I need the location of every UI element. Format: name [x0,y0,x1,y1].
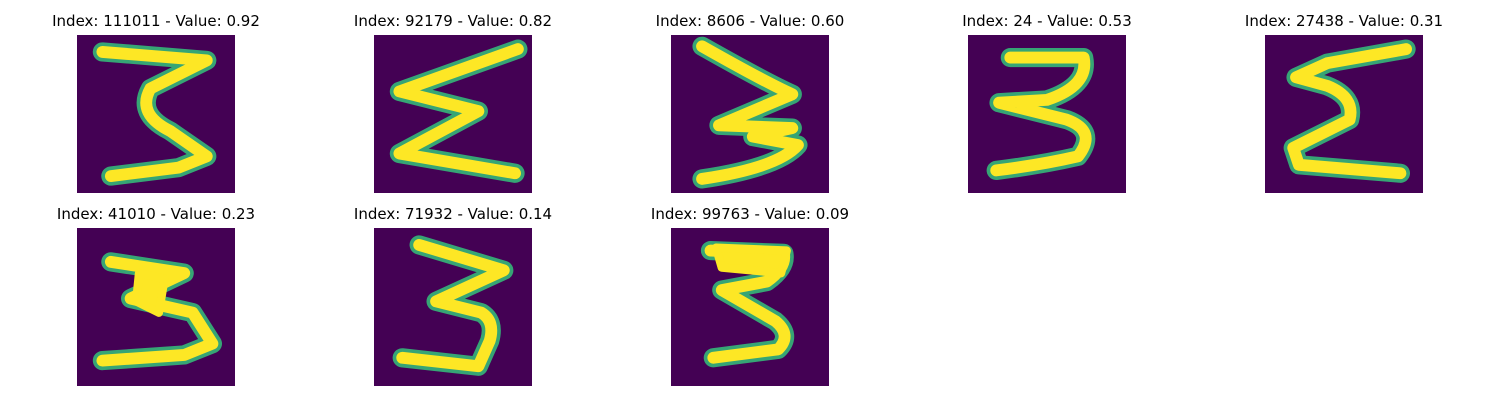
digit-image [77,228,235,386]
digit-image [671,228,829,386]
panel-title: Index: 92179 - Value: 0.82 [353,12,553,30]
digit-image [671,35,829,193]
digit-image [968,35,1126,193]
digit-image [1265,35,1423,193]
digit-image [77,35,235,193]
panel-title: Index: 111011 - Value: 0.92 [52,12,260,30]
digit-image [374,228,532,386]
panel-title: Index: 41010 - Value: 0.23 [56,205,256,223]
digit-image [374,35,532,193]
panel-title: Index: 27438 - Value: 0.31 [1244,12,1444,30]
panel-title: Index: 24 - Value: 0.53 [962,12,1132,30]
panel-title: Index: 8606 - Value: 0.60 [655,12,845,30]
panel-title: Index: 99763 - Value: 0.09 [650,205,850,223]
panel-title: Index: 71932 - Value: 0.14 [353,205,553,223]
